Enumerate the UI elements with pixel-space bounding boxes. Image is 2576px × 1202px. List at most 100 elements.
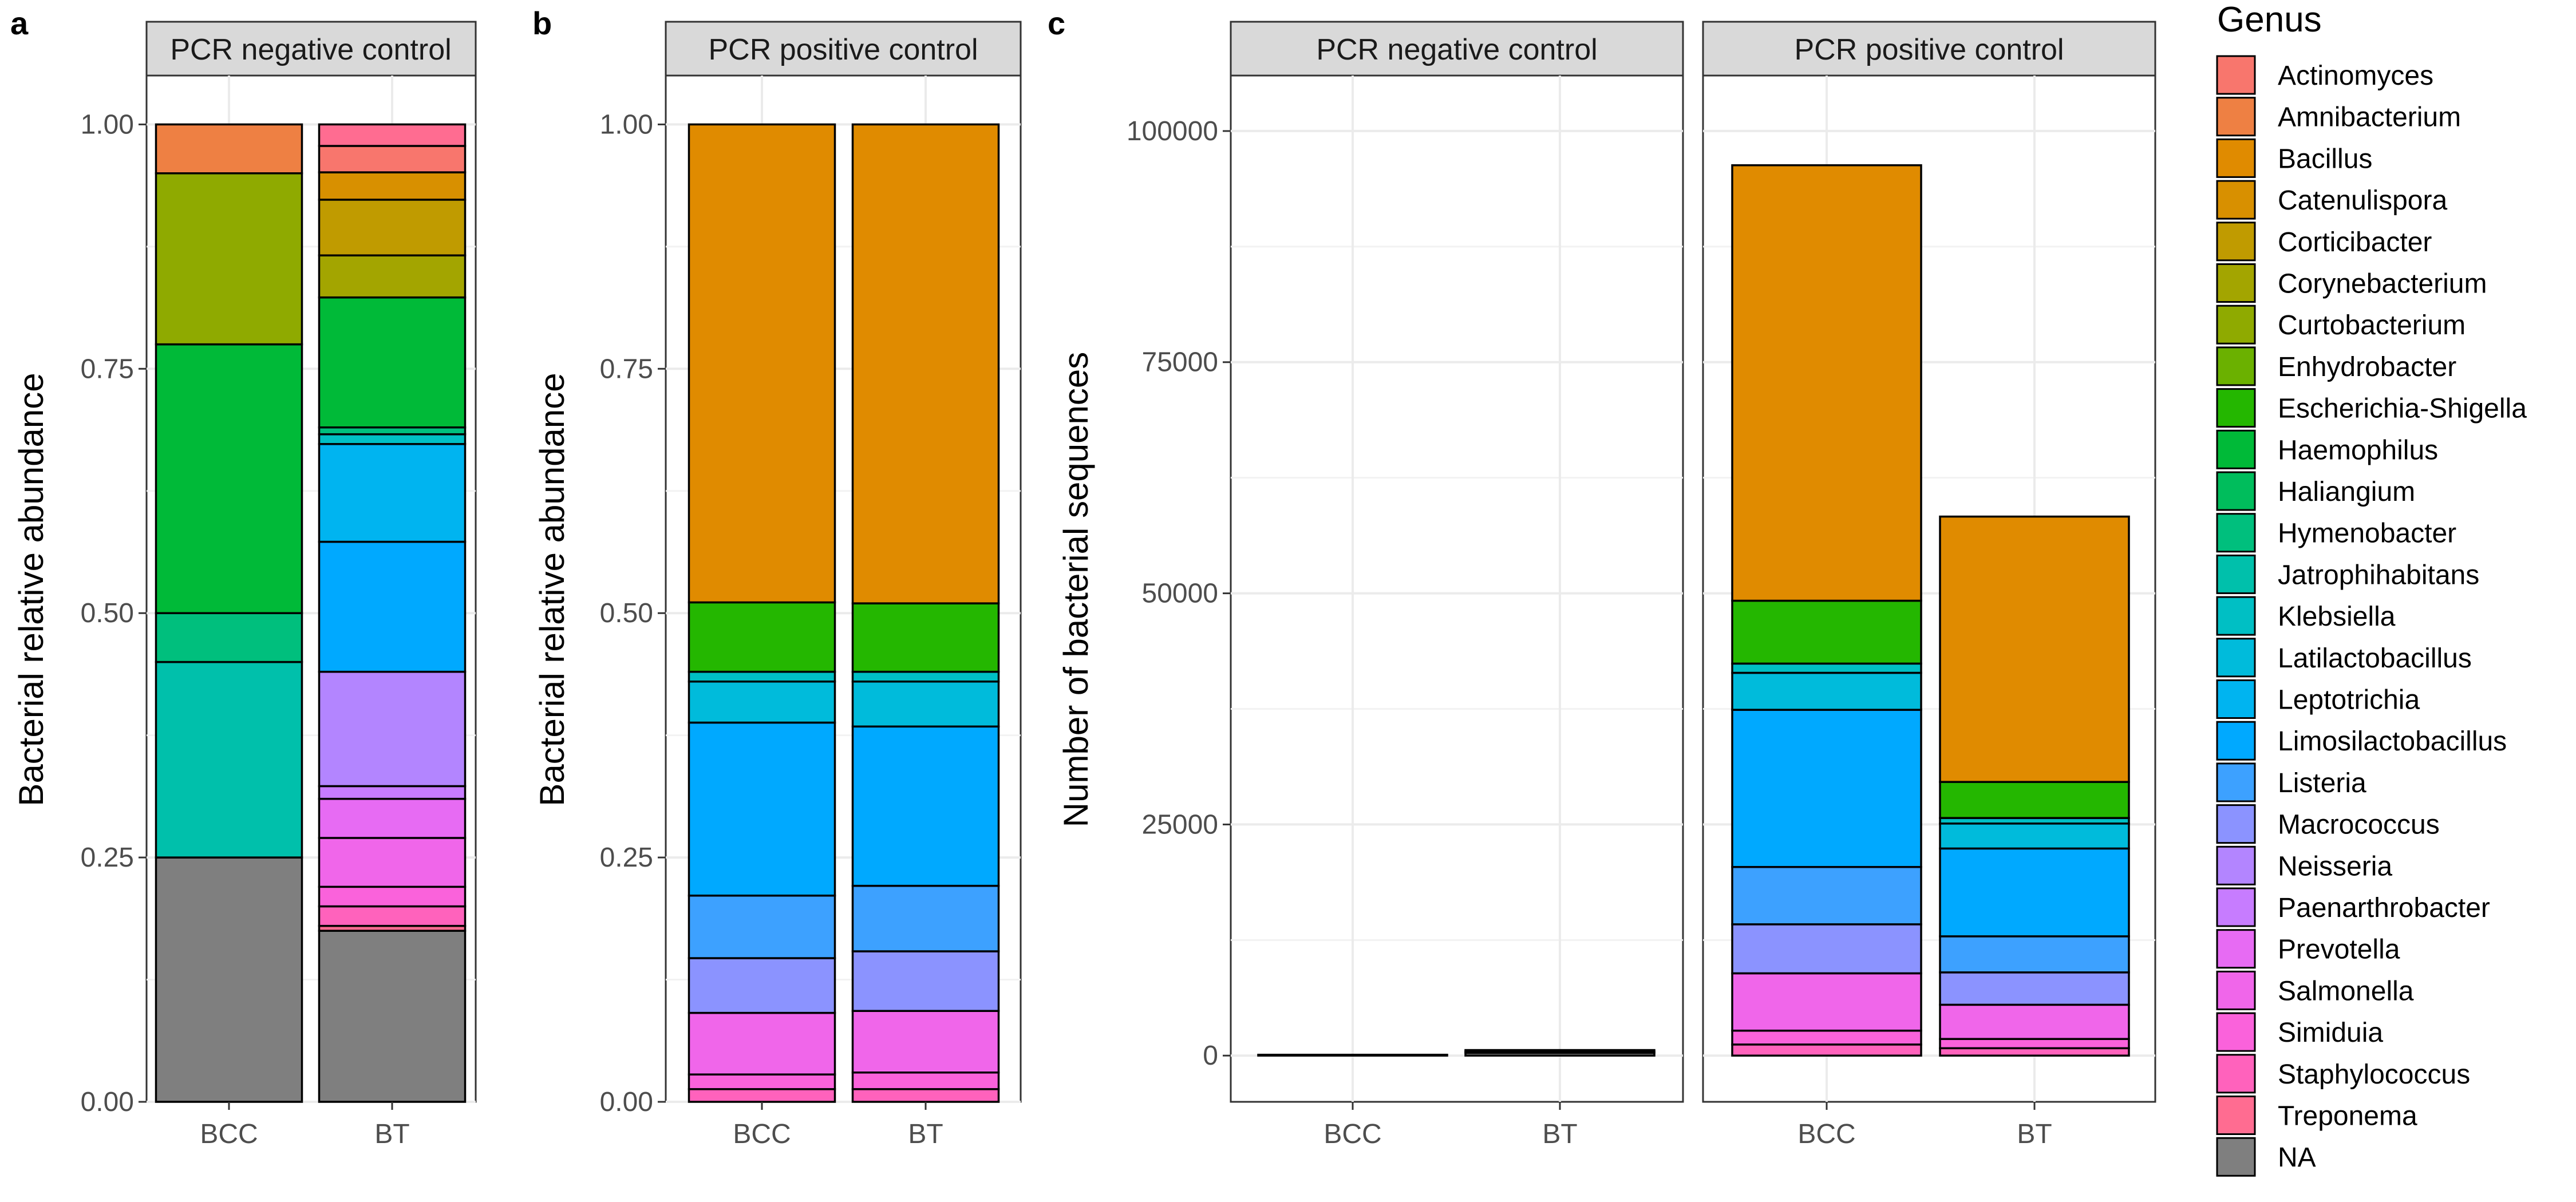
- legend-label: Listeria: [2278, 768, 2366, 798]
- bar-segment-bcc-na: [1257, 1053, 1448, 1057]
- bar-segment-bcc-salmonella: [1731, 972, 1922, 1032]
- plot-frame-c-negative: [1230, 74, 1684, 1103]
- bar-segment-bcc-listeria: [688, 894, 836, 959]
- y-ticks-a: 0.00 0.25 0.50 0.75 1.00: [81, 109, 147, 1117]
- legend-label: Klebsiella: [2278, 602, 2396, 632]
- strip-label-c-positive: PCR positive control: [1794, 33, 2064, 66]
- legend-label: Simiduia: [2278, 1018, 2383, 1048]
- legend-key-prevotella: [2216, 929, 2256, 969]
- legend-key-paenarthrobacter: [2216, 887, 2256, 927]
- bar-segment-bt-simiduia: [1939, 1038, 2130, 1050]
- legend-key-corticibacter: [2216, 222, 2256, 262]
- legend-label: Actinomyces: [2278, 61, 2433, 91]
- legend-key-catenulispora: [2216, 180, 2256, 220]
- bar-segment-bcc-limosilactobacillus: [1731, 709, 1922, 868]
- bar-segment-bt-escherichia-shigella: [851, 602, 1000, 673]
- x-tick-label: BT: [374, 1119, 409, 1149]
- panel-c-negative: PCR negative control 0 25000 50000 75000 100…: [1057, 21, 1684, 1149]
- y-tick-label: 0.25: [81, 843, 134, 873]
- legend-label: Haliangium: [2278, 477, 2415, 507]
- bar-segment-bt-simiduia: [318, 885, 467, 908]
- bar-segment-bcc-na: [155, 856, 303, 1103]
- strip-a: [145, 21, 477, 77]
- y-tick-label: 25000: [1142, 809, 1218, 840]
- legend-key-amnibacterium: [2216, 97, 2256, 137]
- x-ticks-b: BCC BT: [733, 1102, 943, 1149]
- legend-key-haemophilus: [2216, 429, 2256, 469]
- bar-segment-bt-prevotella: [318, 797, 467, 839]
- bar-segment-bcc-staphylococcus: [688, 1088, 836, 1103]
- y-tick-label: 0.75: [81, 354, 134, 384]
- legend-label: NA: [2278, 1142, 2316, 1173]
- bar-segment-bcc-escherichia-shigella: [1731, 599, 1922, 665]
- bar-segment-bt-corynebacterium: [318, 254, 467, 299]
- legend-key-actinomyces: [2216, 55, 2256, 95]
- legend-key-staphylococcus: [2216, 1054, 2256, 1094]
- bar-segment-bt-listeria: [851, 884, 1000, 952]
- legend-key-macrococcus: [2216, 804, 2256, 844]
- bars-c-positive: [1731, 164, 2130, 1057]
- strip-c-positive: [1702, 21, 2156, 77]
- legend-label: Macrococcus: [2278, 810, 2440, 840]
- y-tick-label: 1.00: [600, 109, 653, 140]
- legend-label: Jatrophihabitans: [2278, 560, 2479, 590]
- bar-segment-bt-na: [318, 930, 467, 1103]
- bar-segment-bcc-latilactobacillus: [1731, 671, 1922, 711]
- legend-label: Curtobacterium: [2278, 310, 2466, 341]
- legend-label: Amnibacterium: [2278, 102, 2461, 133]
- legend-label: Hymenobacter: [2278, 519, 2456, 549]
- legend-key-leptotrichia: [2216, 679, 2256, 719]
- y-tick-label: 0.75: [600, 354, 653, 384]
- y-tick-label: 0.25: [600, 843, 653, 873]
- bar-segment-bt-listeria: [1939, 935, 2130, 974]
- legend-key-na: [2216, 1137, 2256, 1177]
- y-tick-label: 50000: [1142, 579, 1218, 609]
- x-tick-label: BCC: [1797, 1119, 1855, 1149]
- x-tick-label: BCC: [1323, 1119, 1381, 1149]
- bar-segment-bt-leptotrichia: [318, 443, 467, 543]
- legend-label: Bacillus: [2278, 144, 2372, 174]
- legend-key-curtobacterium: [2216, 305, 2256, 345]
- bar-segment-bcc-listeria: [1731, 865, 1922, 926]
- bar-segment-bt-hymenobacter: [318, 426, 467, 436]
- bar-segment-bcc-klebsiella: [688, 670, 836, 683]
- y-axis-title-a: Bacterial relative abundance: [12, 373, 50, 806]
- bar-segment-bt-catenulispora: [318, 171, 467, 201]
- strip-c-negative: [1230, 21, 1684, 77]
- bar-segment-bcc-bacillus: [688, 123, 836, 604]
- bar-segment-bt-staphylococcus: [851, 1088, 1000, 1103]
- bar-segment-bt-salmonella: [851, 1010, 1000, 1074]
- x-tick-label: BCC: [200, 1119, 258, 1149]
- legend-title: Genus: [2217, 0, 2322, 39]
- y-tick-label: 0.50: [600, 598, 653, 628]
- y-tick-label: 0.50: [81, 598, 134, 628]
- legend-label: Haemophilus: [2278, 435, 2438, 465]
- legend-key-jatrophihabitans: [2216, 554, 2256, 594]
- panel-b: PCR positive control 0.00 0.25 0.50 0.75 1.0…: [533, 21, 1022, 1149]
- x-tick-label: BT: [2017, 1119, 2052, 1149]
- legend-key-bacillus: [2216, 138, 2256, 178]
- legend-label: Salmonella: [2278, 976, 2414, 1006]
- x-ticks-a: BCC BT: [200, 1102, 410, 1149]
- legend-label: Escherichia-Shigella: [2278, 394, 2527, 424]
- strip-b: [665, 21, 1022, 77]
- legend-label: Leptotrichia: [2278, 685, 2420, 715]
- bar-segment-bt-treponema: [318, 123, 467, 147]
- panel-letter-b: b: [532, 5, 552, 41]
- legend-key-escherichia-shigella: [2216, 388, 2256, 428]
- legend-key-haliangium: [2216, 471, 2256, 511]
- panel-a: PCR negative control 0.00 0.25 0.50 0.75 1.0…: [12, 21, 477, 1149]
- bar-segment-bt-staphylococcus: [1939, 1047, 2130, 1057]
- legend-label: Corynebacterium: [2278, 269, 2487, 299]
- bar-segment-bt-macrococcus: [1939, 971, 2130, 1006]
- panel-letter-a: a: [10, 5, 29, 41]
- panel-letter-c: c: [1048, 5, 1065, 41]
- strip-label-c-negative: PCR negative control: [1316, 33, 1597, 66]
- bar-segment-bt-neisseria: [318, 670, 467, 788]
- bar-segment-bcc-escherichia-shigella: [688, 601, 836, 673]
- bar-segment-bt-simiduia: [851, 1071, 1000, 1090]
- bar-segment-bcc-staphylococcus: [1731, 1043, 1922, 1057]
- bar-segment-bt-limosilactobacillus: [318, 540, 467, 673]
- y-tick-label: 1.00: [81, 109, 134, 140]
- legend-label: Staphylococcus: [2278, 1059, 2470, 1090]
